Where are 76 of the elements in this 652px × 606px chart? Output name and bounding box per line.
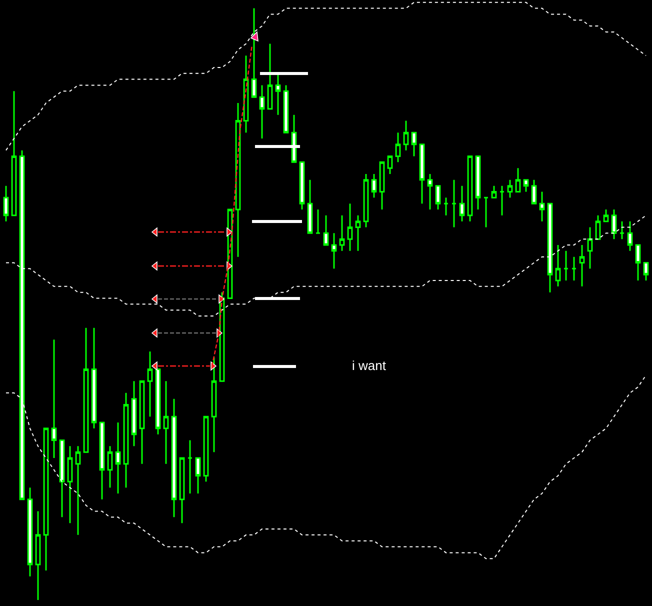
candlestick: [427, 173, 433, 210]
candlestick: [75, 445, 81, 536]
candlestick: [347, 202, 353, 252]
candlestick: [595, 214, 601, 240]
candlestick: [395, 132, 401, 163]
candlestick: [403, 120, 409, 152]
candlestick: [83, 327, 89, 453]
candlestick: [27, 486, 33, 578]
candlestick: [467, 155, 473, 222]
candlestick: [275, 72, 281, 116]
candlestick: [411, 132, 417, 157]
candlestick: [379, 161, 385, 210]
candlestick: [515, 167, 521, 192]
candlestick: [99, 422, 105, 500]
candlestick: [195, 457, 201, 494]
candlestick: [323, 214, 329, 246]
candlestick: [387, 155, 393, 175]
candlestick: [491, 185, 497, 198]
candlestick: [563, 250, 569, 282]
candlestick: [267, 43, 273, 110]
candlestick: [107, 445, 113, 488]
candlestick: [251, 8, 257, 98]
candlestick: [523, 179, 529, 192]
candlestick: [43, 428, 49, 572]
candlestick: [363, 173, 369, 228]
candlestick: [443, 196, 449, 216]
candlestick: [603, 208, 609, 222]
candlestick: [91, 327, 97, 430]
candlestick: [371, 173, 377, 198]
candlestick: [203, 416, 209, 482]
candlestick: [123, 392, 129, 488]
candlestick: [3, 185, 9, 222]
candlestick: [531, 179, 537, 204]
candlestick: [235, 102, 241, 258]
candlestick: [459, 185, 465, 222]
candlestick: [171, 398, 177, 518]
candlestick: [507, 179, 513, 198]
candlestick: [131, 380, 137, 447]
candlestick: [627, 220, 633, 252]
candlestick: [579, 244, 585, 288]
candlestick: [331, 232, 337, 270]
candlestick: [571, 256, 577, 282]
candlestick: [187, 440, 193, 494]
candlestick: [163, 380, 169, 465]
candlestick: [619, 220, 625, 240]
candlestick: [259, 84, 265, 140]
candlestick: [179, 457, 185, 524]
annotation: i want: [352, 358, 386, 373]
candlestick: [355, 214, 361, 252]
candlestick: [539, 190, 545, 222]
candlestick: [115, 422, 121, 494]
candlestick: [499, 185, 505, 216]
candlestick: [51, 338, 57, 459]
candlestick: [635, 244, 641, 282]
candlestick: [587, 226, 593, 270]
candlestick: [315, 208, 321, 234]
candlestick: [155, 368, 161, 436]
candlestick: [139, 380, 145, 465]
candlestick: [211, 356, 217, 453]
candlestick: [555, 244, 561, 288]
candlestick: [435, 185, 441, 210]
candlestick: [307, 179, 313, 234]
candlestick: [339, 214, 345, 252]
candlestick: [11, 90, 17, 216]
candlestick: [283, 84, 289, 134]
candlestick: [243, 54, 249, 134]
candlestick: [299, 161, 305, 210]
candlestick: [483, 196, 489, 228]
candlestick: [67, 445, 73, 524]
candlestick: [59, 440, 65, 518]
candlestick: [451, 179, 457, 228]
candlestick: [147, 350, 153, 418]
candlestick: [35, 510, 41, 601]
candlestick: [475, 155, 481, 210]
candlestick: [419, 144, 425, 204]
candlestick: [643, 262, 649, 282]
